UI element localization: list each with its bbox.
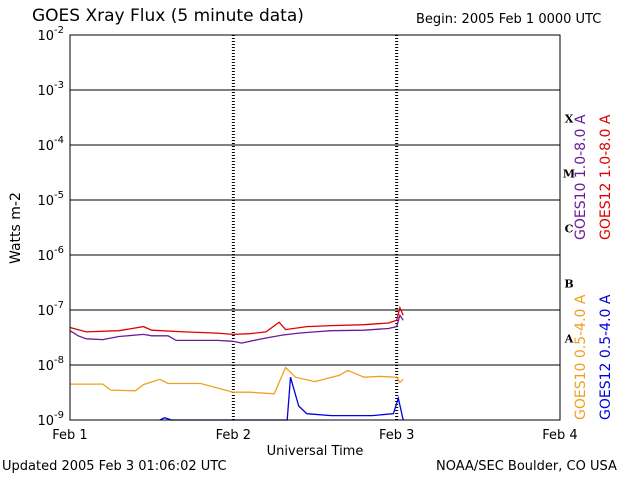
y-axis-label: Watts m-2 — [8, 192, 24, 264]
y-axis-label-text: Watts m-2 — [8, 192, 24, 264]
updated-timestamp: Updated 2005 Feb 3 01:06:02 UTC — [2, 459, 227, 474]
plot-series — [69, 305, 404, 421]
begin-timestamp: Begin: 2005 Feb 1 0000 UTC — [416, 12, 601, 27]
x-tick-label: Feb 3 — [379, 428, 414, 443]
series-line-0 — [69, 313, 404, 344]
y-tick-label: 10-7 — [37, 300, 64, 319]
begin-label: Begin: — [416, 12, 458, 27]
y-tick-label: 10-4 — [37, 135, 64, 154]
legend-entry-3: GOES12 0.5-4.0 A — [598, 294, 614, 420]
y-tick-label: 10-8 — [37, 355, 64, 374]
legend-entry-0: GOES10 1.0-8.0 A — [573, 114, 589, 240]
y-tick-label: 10-2 — [37, 25, 64, 44]
legend-entry-1: GOES12 1.0-8.0 A — [598, 114, 614, 240]
flare-class-M: M — [563, 168, 575, 181]
plot-frame — [69, 34, 561, 421]
x-axis-label: Universal Time — [267, 444, 364, 459]
series-line-2 — [70, 366, 404, 395]
x-tick-label: Feb 4 — [542, 428, 577, 443]
begin-value: 2005 Feb 1 0000 UTC — [461, 12, 602, 27]
chart-title: GOES Xray Flux (5 minute data) — [32, 6, 304, 26]
y-tick-label: 10-3 — [37, 80, 64, 99]
series-line-1 — [69, 305, 404, 336]
credit-text: NOAA/SEC Boulder, CO USA — [436, 459, 617, 474]
flare-class-B: B — [564, 278, 573, 291]
flare-class-A: A — [564, 333, 574, 346]
x-tick-label: Feb 2 — [216, 428, 251, 443]
legend-entry-2: GOES10 0.5-4.0 A — [573, 294, 589, 420]
plot-axes: 10-9 10-8 10-7 10-6 10-5 10-4 10-3 10-2 Feb 1 Feb… — [37, 25, 614, 459]
x-tick-label: Feb 1 — [52, 428, 87, 443]
flare-class-X: X — [565, 113, 574, 126]
y-tick-label: 10-5 — [37, 190, 64, 209]
y-tick-label: 10-6 — [37, 245, 64, 264]
flare-class-C: C — [565, 223, 574, 236]
plot-grid — [70, 34, 560, 421]
y-tick-label: 10-9 — [37, 410, 64, 429]
